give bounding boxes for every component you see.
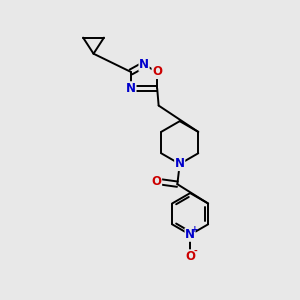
Text: +: + [191,225,199,234]
Text: N: N [126,82,136,95]
Text: O: O [152,175,161,188]
Text: N: N [185,228,195,241]
Text: N: N [175,158,185,170]
Text: N: N [139,58,149,71]
Text: O: O [152,65,162,79]
Text: O: O [185,250,195,263]
Text: -: - [194,247,197,256]
